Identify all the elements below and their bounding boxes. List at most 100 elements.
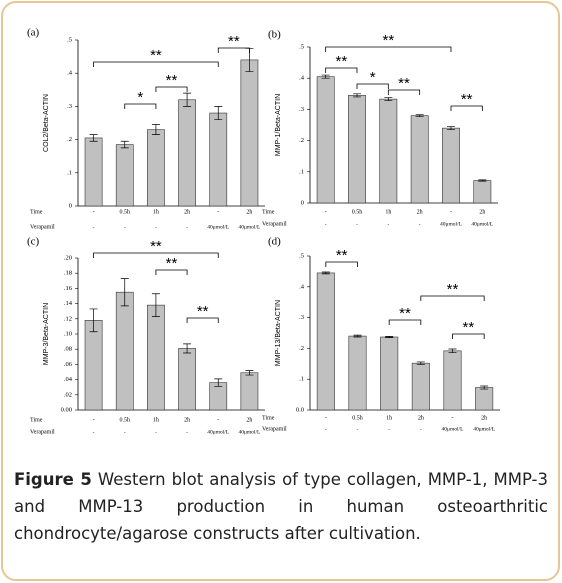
y-axis-label: MMP-3/Beta-ACTIN: [43, 303, 50, 365]
verapamil-label: -: [186, 429, 188, 435]
bar: [442, 127, 460, 204]
time-label: 1h: [385, 209, 391, 215]
caption-text: Western blot analysis of type collagen, …: [14, 470, 548, 543]
verapamil-row-label: Verapamil: [30, 224, 55, 230]
error-bar: [447, 126, 455, 131]
time-label: -: [217, 417, 219, 423]
significance-bracket: [325, 46, 452, 52]
bar: [147, 129, 165, 207]
error-bar: [151, 124, 160, 135]
verapamil-label: -: [93, 224, 95, 230]
significance-bracket: [217, 47, 250, 53]
y-tick-label: .5: [299, 252, 304, 259]
caption-label: Figure 5: [14, 470, 92, 489]
significance-bracket: [325, 261, 358, 267]
verapamil-row-label: Verapamil: [262, 426, 287, 432]
time-label: 1h: [153, 209, 159, 215]
significance-bracket: [356, 83, 389, 89]
time-label: -: [450, 209, 452, 215]
error-bar: [321, 74, 330, 79]
bar: [115, 291, 134, 411]
panel-label: (a): [27, 27, 40, 39]
y-tick-label: 0.0: [296, 406, 304, 413]
time-row-label: Time: [262, 415, 275, 421]
significance-bracket: [155, 86, 188, 92]
bar: [443, 350, 462, 411]
bar: [240, 372, 259, 411]
bar: [473, 180, 492, 204]
verapamil-label: 40μmol/L: [207, 224, 230, 230]
verapamil-label: -: [419, 221, 421, 227]
time-label: 0.5h: [120, 417, 131, 423]
bar: [84, 320, 103, 411]
error-bar: [478, 179, 487, 182]
error-bar: [415, 114, 424, 117]
time-label: -: [93, 417, 95, 423]
time-label: 2h: [246, 417, 252, 423]
significance-label: *: [137, 89, 143, 106]
verapamil-label: -: [357, 426, 359, 432]
verapamil-label: -: [325, 426, 327, 432]
y-tick-label: .4: [299, 75, 305, 82]
verapamil-label: 40μmol/L: [440, 221, 463, 227]
y-tick-label: .12: [64, 315, 72, 322]
verapamil-label: 40μmol/L: [442, 426, 465, 432]
bar: [209, 112, 228, 207]
bar: [475, 387, 494, 411]
error-bar: [89, 308, 98, 333]
verapamil-label: -: [356, 221, 358, 227]
verapamil-label: 40μmol/L: [473, 426, 496, 432]
y-axis-label: MMP-1/Beta-ACTIN: [275, 94, 282, 156]
time-label: 1h: [386, 415, 392, 421]
bar: [178, 348, 196, 411]
verapamil-label: -: [325, 221, 327, 227]
y-tick-label: .2: [299, 137, 304, 144]
y-tick-label: .16: [64, 285, 73, 292]
error-bar: [89, 134, 98, 142]
significance-label: **: [447, 281, 459, 298]
y-tick-label: .2: [299, 345, 304, 352]
bar: [348, 95, 366, 204]
error-bar: [353, 93, 361, 98]
significance-label: **: [399, 305, 411, 322]
significance-label: **: [228, 33, 240, 50]
significance-label: **: [462, 319, 474, 336]
time-label: 2h: [481, 415, 487, 421]
significance-bracket: [450, 105, 483, 111]
significance-bracket: [186, 317, 219, 323]
verapamil-label: -: [155, 224, 157, 230]
error-bar: [480, 385, 489, 390]
significance-label: **: [166, 255, 178, 272]
verapamil-label: -: [420, 426, 422, 432]
time-label: 2h: [246, 209, 252, 215]
time-label: -: [325, 209, 327, 215]
time-label: -: [452, 415, 454, 421]
y-tick-label: .5: [67, 36, 72, 43]
y-tick-label: .3: [299, 314, 304, 321]
error-bar: [214, 106, 223, 121]
y-tick-label: 0: [69, 202, 72, 209]
y-tick-label: .3: [67, 103, 72, 110]
significance-bracket: [124, 103, 157, 109]
verapamil-label: -: [124, 224, 126, 230]
significance-label: **: [336, 247, 348, 264]
verapamil-label: -: [186, 224, 188, 230]
y-axis-label: MMP-13/Beta-ACTIN: [275, 300, 282, 366]
time-label: -: [325, 415, 327, 421]
significance-label: **: [150, 47, 162, 64]
error-bar: [183, 92, 192, 107]
significance-label: **: [166, 72, 178, 89]
significance-label: **: [335, 53, 347, 70]
error-bar: [120, 140, 129, 149]
significance-label: **: [150, 238, 162, 255]
bar: [115, 144, 134, 207]
y-tick-label: .18: [64, 270, 72, 277]
significance-label: **: [461, 91, 473, 108]
panel-label: (d): [268, 236, 281, 248]
bar: [84, 137, 103, 207]
time-row-label: Time: [262, 209, 275, 215]
bar: [411, 362, 430, 411]
significance-bracket: [388, 319, 422, 325]
error-bar: [353, 334, 362, 338]
